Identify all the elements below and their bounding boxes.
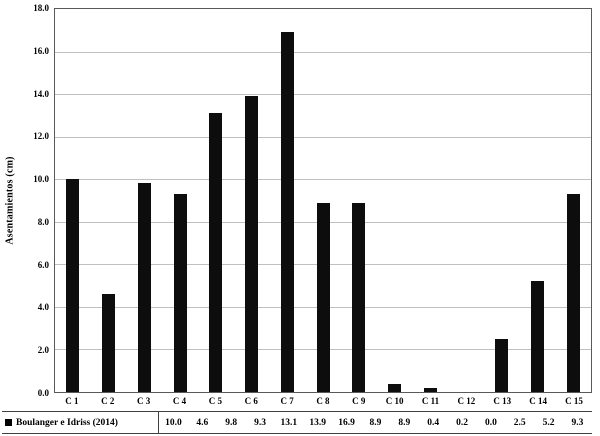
data-table-row: Boulanger e Idriss (2014) 10.0 4.6 9.8 9.3 1… xyxy=(2,411,592,434)
data-table-value: 9.8 xyxy=(225,417,238,428)
bar xyxy=(66,179,80,392)
x-category-label: C 4 xyxy=(172,396,187,406)
y-tick-label: 0.0 xyxy=(37,388,49,398)
data-table-value: 10.0 xyxy=(165,417,182,428)
bar-slot xyxy=(162,9,198,392)
bar-slot xyxy=(91,9,127,392)
data-table-value: 2.5 xyxy=(513,417,526,428)
y-tick-label: 14.0 xyxy=(33,88,49,99)
x-category-label: C 6 xyxy=(244,396,258,406)
bars-layer xyxy=(55,9,591,392)
data-table-value: 9.3 xyxy=(254,417,266,428)
x-category-label: C 12 xyxy=(457,396,476,406)
bar-slot xyxy=(305,9,341,392)
data-table-value: 0.0 xyxy=(484,417,497,428)
gridline xyxy=(55,94,591,96)
bar-slot xyxy=(484,9,520,392)
y-tick-label: 4.0 xyxy=(37,302,49,313)
x-category-label: C 7 xyxy=(280,396,294,406)
bar xyxy=(316,202,330,392)
bar xyxy=(530,281,544,392)
bar xyxy=(495,338,509,392)
y-tick-label: 8.0 xyxy=(37,216,49,227)
data-table-value: 8.9 xyxy=(398,417,411,428)
data-table-value: 0.4 xyxy=(427,417,440,428)
x-category-label: C 2 xyxy=(101,396,115,406)
x-category-label: C 5 xyxy=(208,396,222,406)
x-axis-labels: C 1 C 2 C 3 C 4 C 5 C 6 C 7 C 8 C 9 C 10 C 11 C 12 C… xyxy=(54,393,592,409)
bar-slot xyxy=(269,9,305,392)
y-axis-title-column: Asentamientos (cm) xyxy=(2,8,18,393)
y-tick-label: 10.0 xyxy=(33,174,49,185)
y-tick-label: 6.0 xyxy=(37,259,49,270)
bar xyxy=(137,183,151,392)
data-table-value: 13.9 xyxy=(309,417,327,428)
bar xyxy=(209,113,223,392)
data-table-value: 5.2 xyxy=(542,417,555,428)
bar xyxy=(102,294,116,392)
y-tick-label: 18.0 xyxy=(33,3,49,13)
data-table-value: 13.1 xyxy=(280,417,298,428)
y-axis-title: Asentamientos (cm) xyxy=(4,156,16,245)
bar xyxy=(352,202,366,392)
bar xyxy=(387,383,401,392)
legend-cell: Boulanger e Idriss (2014) xyxy=(2,412,158,433)
x-category-label: C 15 xyxy=(565,396,583,406)
bar-slot xyxy=(555,9,591,392)
bar-slot xyxy=(448,9,484,392)
bar-slot xyxy=(234,9,270,392)
bar xyxy=(173,194,187,392)
y-tick-label: 16.0 xyxy=(33,45,49,56)
bar xyxy=(423,387,437,392)
y-axis-ticks: 18.0 16.0 14.0 12.0 10.0 8.0 6.0 4.0 2.0 0.0 xyxy=(18,3,54,398)
x-category-label: C 11 xyxy=(421,396,440,406)
chart-grid: Asentamientos (cm) 18.0 16.0 14.0 12.0 10.0 8… xyxy=(2,3,592,409)
data-table-value: 0.2 xyxy=(456,417,468,428)
bar xyxy=(245,96,259,392)
data-table-value: 8.9 xyxy=(369,417,382,428)
series-marker-icon xyxy=(5,419,12,426)
data-table-values: 10.0 4.6 9.8 9.3 13.1 13.9 16.9 8.9 8.9 0.4 0.2 0.0… xyxy=(158,412,592,433)
x-category-label: C 10 xyxy=(385,396,404,406)
bar-slot xyxy=(412,9,448,392)
x-category-label: C 13 xyxy=(493,396,512,406)
x-category-label: C 8 xyxy=(316,396,330,406)
x-category-label: C 1 xyxy=(65,396,79,406)
data-table-value: 9.3 xyxy=(571,417,584,428)
bar-slot xyxy=(377,9,413,392)
bar xyxy=(280,32,294,392)
bar xyxy=(566,194,580,392)
bar-slot xyxy=(55,9,91,392)
gridline xyxy=(55,136,591,138)
x-category-label: C 3 xyxy=(137,396,151,406)
gridline xyxy=(55,51,591,53)
bar-slot xyxy=(520,9,556,392)
y-tick-label: 12.0 xyxy=(33,131,49,142)
bar-slot xyxy=(341,9,377,392)
series-name: Boulanger e Idriss (2014) xyxy=(16,417,118,428)
bar-slot xyxy=(126,9,162,392)
gridline xyxy=(55,179,591,181)
y-tick-label: 2.0 xyxy=(37,345,49,356)
bar-slot xyxy=(198,9,234,392)
plot-area xyxy=(54,8,592,393)
x-category-label: C 9 xyxy=(352,396,366,406)
data-table-value: 16.9 xyxy=(338,417,355,428)
data-table-value: 4.6 xyxy=(196,417,209,428)
x-category-label: C 14 xyxy=(529,396,547,406)
